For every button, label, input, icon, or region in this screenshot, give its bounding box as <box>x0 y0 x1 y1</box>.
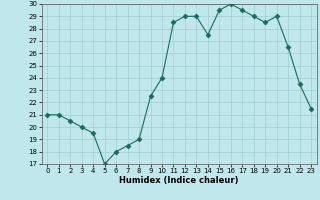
X-axis label: Humidex (Indice chaleur): Humidex (Indice chaleur) <box>119 176 239 185</box>
